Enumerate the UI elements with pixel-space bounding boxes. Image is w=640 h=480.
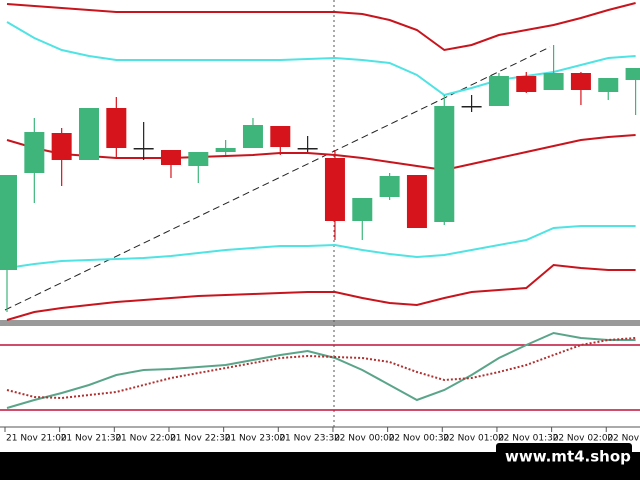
candle-body xyxy=(160,150,181,165)
indicator-line xyxy=(6,331,636,409)
candle-body xyxy=(352,198,373,221)
candle-body xyxy=(324,158,345,221)
x-tick-label: 22 Nov 00:30 xyxy=(389,434,450,444)
x-tick-label: 21 Nov 22:30 xyxy=(170,434,231,444)
candle-body xyxy=(188,152,209,166)
x-tick-label: 21 Nov 22:00 xyxy=(115,434,176,444)
candle-body xyxy=(406,175,427,228)
watermark: www.mt4.shop xyxy=(505,448,631,466)
indicator-line xyxy=(6,134,636,172)
candle-body xyxy=(242,125,263,148)
indicator-line xyxy=(6,2,636,52)
candle-body xyxy=(106,108,127,148)
candle-body xyxy=(434,106,455,222)
x-tick-label: 22 Nov 02:00 xyxy=(553,434,614,444)
candle-body xyxy=(543,73,564,90)
x-tick-label: 21 Nov 21:00 xyxy=(6,434,67,444)
indicator-line xyxy=(6,21,636,97)
x-tick-label: 22 Nov 02:30 xyxy=(607,434,640,444)
pane-separator xyxy=(0,320,640,326)
indicator-line xyxy=(6,263,636,321)
indicator-line xyxy=(6,337,636,400)
candle-body xyxy=(379,176,400,197)
x-tick-label: 21 Nov 23:30 xyxy=(279,434,340,444)
candle-body xyxy=(570,73,591,90)
candle-body xyxy=(270,126,291,147)
candle-body xyxy=(625,68,640,80)
candle-body xyxy=(24,132,45,173)
indicator-line xyxy=(6,225,636,269)
x-tick-label: 21 Nov 23:00 xyxy=(225,434,286,444)
x-tick-label: 22 Nov 00:00 xyxy=(334,434,395,444)
candle-body xyxy=(488,76,509,106)
x-tick-label: 22 Nov 01:30 xyxy=(498,434,559,444)
candle-body xyxy=(133,148,154,150)
x-tick-label: 22 Nov 01:00 xyxy=(443,434,504,444)
candle-body xyxy=(598,78,619,92)
main-pane xyxy=(0,2,640,321)
candle-body xyxy=(0,175,17,270)
candle-body xyxy=(51,133,72,160)
candle-body xyxy=(297,148,318,150)
trend-line xyxy=(4,46,551,311)
candle-body xyxy=(461,106,482,108)
candle-body xyxy=(215,148,236,152)
oscillator-pane xyxy=(0,331,640,411)
watermark-box xyxy=(496,443,632,471)
x-tick-label: 21 Nov 21:30 xyxy=(61,434,122,444)
candle-body xyxy=(78,108,99,160)
candle-body xyxy=(516,76,537,92)
